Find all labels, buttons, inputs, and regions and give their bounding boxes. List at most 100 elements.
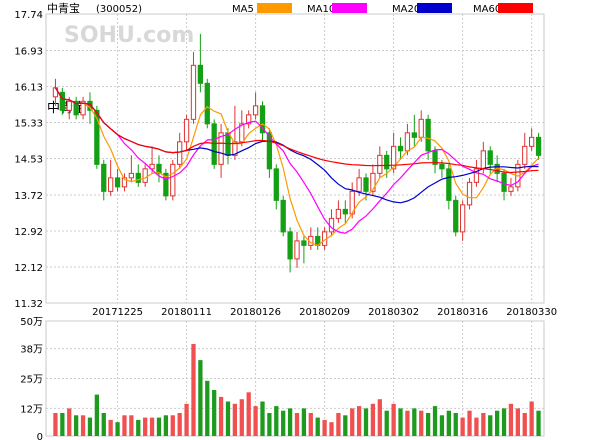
volume-bar (522, 413, 527, 436)
volume-bar (308, 413, 313, 436)
volume-bar (425, 413, 431, 436)
date-tick-label: 20180316 (437, 307, 488, 318)
candle-up (459, 204, 466, 233)
legend-label-ma60: MA60 (473, 4, 501, 15)
candle-down (453, 199, 459, 233)
candle-up (142, 168, 148, 183)
volume-bar (80, 415, 86, 436)
volume-tick-label: 25万 (20, 375, 43, 386)
volume-tick-label: 12万 (20, 404, 43, 415)
volume-bar (384, 410, 389, 436)
candle-down (342, 208, 348, 215)
volume-bar (108, 419, 113, 436)
candle-up (294, 240, 300, 260)
legend-swatch-ma10 (332, 3, 367, 13)
volume-bar (474, 417, 479, 436)
volume-bar (218, 396, 224, 436)
volume-bar (225, 401, 231, 436)
date-tick-label: 20180302 (368, 307, 419, 318)
price-tick-label: 17.74 (14, 10, 43, 21)
volume-bar (239, 399, 244, 436)
watermark: SOHU.com (64, 23, 194, 48)
candle-down (197, 64, 204, 84)
volume-bar (184, 403, 189, 436)
candle-down (384, 154, 390, 170)
volume-bar (515, 408, 520, 436)
volume-bar (136, 419, 141, 436)
price-axis: 17.74 16.93 16.13 15.33 14.53 13.72 12.92 12.12… (14, 10, 43, 310)
candle-up (466, 181, 473, 206)
price-tick-label: 12.92 (14, 227, 43, 238)
candle-down (259, 105, 266, 134)
volume-bar (281, 410, 286, 436)
candle-up (108, 177, 114, 192)
candle-down (273, 168, 279, 201)
volume-bar (122, 415, 127, 436)
volume-bar (177, 413, 182, 436)
legend-label-ma5: MA5 (232, 4, 254, 15)
volume-tick-label: 0 (37, 432, 43, 440)
volume-bar (412, 408, 417, 436)
candle-down (446, 168, 452, 201)
volume-bar (67, 408, 72, 436)
candle-down (163, 172, 169, 197)
candle-down (204, 82, 210, 125)
volume-tick-label: 38万 (20, 345, 43, 356)
volume-bar (398, 408, 403, 436)
candle-down (287, 231, 293, 260)
volume-bar (53, 413, 58, 436)
legend-swatch-ma5 (257, 3, 292, 13)
volume-bar (253, 406, 258, 436)
volume-bar (391, 403, 396, 436)
volume-bar (315, 417, 320, 436)
ma10-line (54, 87, 539, 234)
candle-down (266, 132, 273, 170)
date-tick-label: 20180330 (506, 307, 557, 318)
volume-bar (322, 419, 327, 436)
date-tick-label: 20180111 (161, 307, 212, 318)
candle-up (232, 141, 238, 156)
volume-bar (149, 417, 155, 436)
date-tick-label: 20171225 (92, 307, 143, 318)
moving-average-lines (54, 87, 539, 247)
candle-up (480, 150, 486, 170)
candle-up (522, 145, 528, 165)
candle-up (370, 172, 376, 192)
volume-bar (329, 422, 334, 436)
volume-bar (356, 406, 362, 436)
volume-bar (170, 415, 175, 436)
price-tick-label: 13.72 (14, 191, 43, 202)
volume-bar (156, 417, 162, 436)
candle-down (501, 172, 507, 192)
volume-bar (336, 413, 341, 436)
candle-up (121, 177, 128, 188)
volume-bar (432, 406, 438, 436)
candle-up (177, 141, 183, 165)
volume-bars (53, 344, 541, 436)
candle-down (301, 240, 307, 246)
candle-down (73, 100, 79, 116)
legend-swatch-ma60 (498, 3, 533, 13)
volume-bar (60, 413, 65, 436)
candle-down (425, 118, 431, 152)
volume-bar (143, 417, 148, 436)
price-tick-label: 16.13 (14, 82, 43, 93)
candle-down (114, 177, 121, 188)
ma5-line (54, 87, 539, 247)
candle-down (135, 172, 141, 183)
ma60-line (54, 87, 539, 174)
candle-up (190, 64, 197, 120)
candle-up (218, 132, 224, 165)
volume-bar (377, 399, 382, 436)
candle-up (128, 172, 135, 179)
price-tick-label: 14.53 (14, 155, 43, 166)
volume-bar (453, 413, 458, 436)
candle-up (183, 118, 190, 143)
candle-up (508, 186, 514, 192)
volume-bar (87, 417, 93, 436)
price-tick-label: 11.32 (14, 299, 43, 310)
candle-up (239, 123, 245, 143)
volume-axis: 50万 38万 25万 12万 0 (20, 317, 43, 440)
volume-bar (101, 413, 106, 436)
